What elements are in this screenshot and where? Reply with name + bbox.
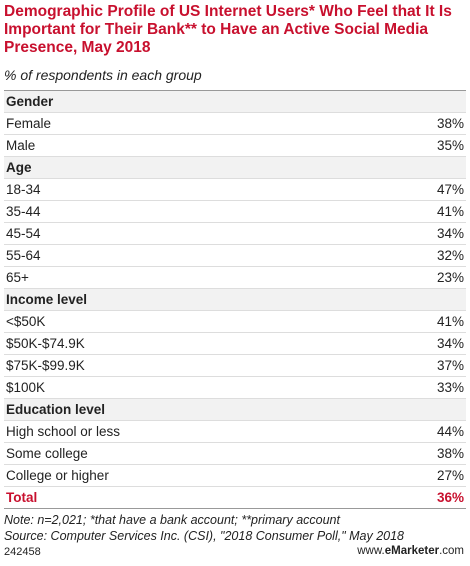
row-label: High school or less bbox=[6, 424, 121, 439]
table-row: $50K-$74.9K 34% bbox=[4, 333, 466, 355]
table-row: 35-44 41% bbox=[4, 201, 466, 223]
section-heading-text: Income level bbox=[6, 292, 88, 307]
table-row: High school or less 44% bbox=[4, 421, 466, 443]
row-value: 34% bbox=[436, 226, 464, 241]
table-row: Some college 38% bbox=[4, 443, 466, 465]
section-heading: Age bbox=[4, 157, 466, 179]
notes: Note: n=2,021; *that have a bank account… bbox=[4, 512, 404, 544]
note: Note: n=2,021; *that have a bank account… bbox=[4, 513, 340, 527]
row-value: 41% bbox=[436, 204, 464, 219]
table-row: $75K-$99.9K 37% bbox=[4, 355, 466, 377]
subtitle: % of respondents in each group bbox=[4, 67, 202, 83]
row-label: Some college bbox=[6, 446, 88, 461]
row-label: 65+ bbox=[6, 270, 29, 285]
row-value: 32% bbox=[436, 248, 464, 263]
row-label: Female bbox=[6, 116, 52, 131]
section-heading: Education level bbox=[4, 399, 466, 421]
brand-name: eMarketer bbox=[384, 545, 440, 557]
row-value: 44% bbox=[436, 424, 464, 439]
brand: www.eMarketer.com bbox=[357, 545, 464, 557]
total-value: 36% bbox=[436, 490, 464, 505]
section-heading: Income level bbox=[4, 289, 466, 311]
section-heading-text: Age bbox=[6, 160, 32, 175]
row-label: 55-64 bbox=[6, 248, 41, 263]
row-value: 34% bbox=[436, 336, 464, 351]
total-row: Total 36% bbox=[4, 487, 466, 509]
source: Source: Computer Services Inc. (CSI), "2… bbox=[4, 529, 405, 543]
table-row: Female 38% bbox=[4, 113, 466, 135]
table-row: 65+ 23% bbox=[4, 267, 466, 289]
row-label: College or higher bbox=[6, 468, 109, 483]
row-value: 27% bbox=[436, 468, 464, 483]
row-label: 45-54 bbox=[6, 226, 41, 241]
row-value: 33% bbox=[436, 380, 464, 395]
row-value: 35% bbox=[436, 138, 464, 153]
row-value: 38% bbox=[436, 116, 464, 131]
row-value: 37% bbox=[436, 358, 464, 373]
section-heading-text: Gender bbox=[6, 94, 54, 109]
table-row: <$50K 41% bbox=[4, 311, 466, 333]
row-label: $50K-$74.9K bbox=[6, 336, 85, 351]
total-label: Total bbox=[6, 490, 38, 505]
row-value: 38% bbox=[436, 446, 464, 461]
table-row: 18-34 47% bbox=[4, 179, 466, 201]
table-row: 45-54 34% bbox=[4, 223, 466, 245]
row-label: <$50K bbox=[6, 314, 46, 329]
table-row: $100K 33% bbox=[4, 377, 466, 399]
row-value: 23% bbox=[436, 270, 464, 285]
section-heading-text: Education level bbox=[6, 402, 106, 417]
brand-suffix: .com bbox=[439, 545, 464, 557]
table: Gender Female 38% Male 35% Age 18-34 47% 35-44 41… bbox=[4, 90, 466, 509]
section-heading: Gender bbox=[4, 91, 466, 113]
row-value: 47% bbox=[436, 182, 464, 197]
row-label: 18-34 bbox=[6, 182, 41, 197]
row-value: 41% bbox=[436, 314, 464, 329]
chart-id: 242458 bbox=[4, 546, 41, 558]
table-row: College or higher 27% bbox=[4, 465, 466, 487]
row-label: $100K bbox=[6, 380, 46, 395]
row-label: Male bbox=[6, 138, 36, 153]
row-label: $75K-$99.9K bbox=[6, 358, 85, 373]
table-row: Male 35% bbox=[4, 135, 466, 157]
table-row: 55-64 32% bbox=[4, 245, 466, 267]
title: Demographic Profile of US Internet Users… bbox=[4, 3, 452, 56]
brand-prefix: www. bbox=[357, 545, 385, 557]
row-label: 35-44 bbox=[6, 204, 41, 219]
